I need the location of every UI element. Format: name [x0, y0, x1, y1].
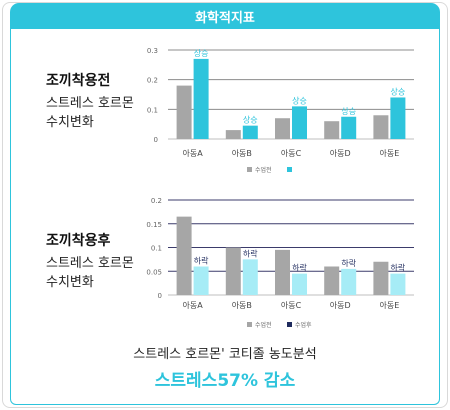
legend-label: 수업후 [295, 321, 312, 329]
y-tick-label: 0.1 [151, 245, 162, 253]
category-label: 아동D [330, 300, 351, 310]
bar-before [324, 121, 340, 139]
bar-before [225, 130, 241, 139]
bottom-panel-subtitle: 스트레스 호르몬 수치변화 [46, 254, 136, 292]
bar-annotation: 상승 [194, 48, 209, 58]
bottom-panel-subtitle-line2: 수치변화 [46, 275, 94, 290]
y-tick-label: 0.1 [147, 106, 158, 114]
bar-after [390, 97, 406, 139]
legend-label: 수업전 [255, 166, 272, 174]
category-label: 아동C [281, 148, 302, 158]
bar-annotation: 하락 [391, 263, 406, 273]
bar-annotation: 하락 [194, 256, 209, 266]
bar-annotation: 하락 [292, 263, 307, 273]
bar-before [373, 115, 389, 139]
category-label: 아동E [380, 148, 400, 158]
category-label: 아동E [380, 300, 400, 310]
bar-before [176, 216, 192, 295]
y-tick-label: 0.05 [146, 268, 162, 276]
content-box [10, 29, 440, 405]
bar-after [341, 268, 357, 295]
bar-after [193, 266, 209, 295]
bar-after [242, 259, 258, 295]
bar-after [390, 273, 406, 295]
footer-result-headline: 스트레스57% 감소 [154, 371, 296, 391]
y-tick-label: 0.15 [146, 221, 162, 229]
bar-after [242, 125, 258, 139]
bar-annotation: 하락 [243, 248, 258, 258]
legend-label: 수업전 [255, 321, 272, 329]
category-label: 아동A [182, 148, 203, 158]
legend-swatch [247, 322, 252, 327]
category-label: 아동D [330, 148, 351, 158]
top-panel-subtitle: 스트레스 호르몬 수치변화 [46, 94, 136, 132]
bar-annotation: 상승 [243, 115, 258, 125]
bar-annotation: 상승 [391, 86, 406, 96]
bar-before [275, 118, 290, 139]
bar-after [341, 116, 357, 139]
top-panel-subtitle-line1: 스트레스 호르몬 [46, 96, 134, 111]
bottom-panel-title: 조끼착용후 [46, 233, 111, 249]
bar-after [292, 106, 307, 139]
legend-swatch [287, 167, 292, 172]
bar-annotation: 상승 [341, 106, 356, 116]
header-banner: 화학적지표 [10, 3, 440, 29]
footer-analysis-label: 스트레스 호르몬' 코티졸 농도분석 [133, 347, 317, 362]
category-label: 아동B [232, 148, 252, 158]
bar-after [193, 58, 209, 139]
bottom-panel-subtitle-line1: 스트레스 호르몬 [46, 256, 134, 271]
category-label: 아동A [182, 300, 203, 310]
top-panel-subtitle-line2: 수치변화 [46, 115, 94, 130]
category-label: 아동B [232, 300, 252, 310]
y-tick-label: 0.2 [147, 77, 158, 85]
bar-before [176, 85, 192, 139]
category-label: 아동C [281, 300, 302, 310]
y-tick-label: 0 [158, 292, 162, 300]
bar-annotation: 상승 [292, 95, 307, 105]
bar-before [373, 261, 389, 295]
legend-swatch [287, 322, 292, 327]
bar-before [324, 266, 340, 295]
y-tick-label: 0 [154, 136, 158, 144]
bar-before [275, 249, 290, 295]
bar-before [225, 247, 241, 295]
top-panel-title: 조끼착용전 [46, 73, 111, 89]
legend-swatch [247, 167, 252, 172]
y-tick-label: 0.3 [147, 47, 158, 55]
y-tick-label: 0.2 [151, 197, 162, 205]
bar-after [292, 273, 307, 295]
bar-annotation: 하락 [341, 258, 356, 268]
